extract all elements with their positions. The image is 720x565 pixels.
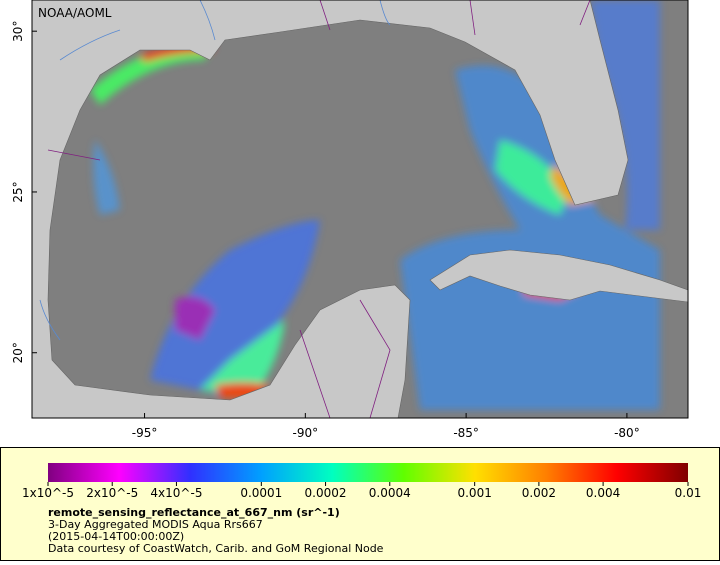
- lon-tick-label: -90°: [293, 426, 319, 440]
- colorbar-tick-label: 0.01: [675, 486, 702, 500]
- credit: NOAA/AOML: [38, 6, 112, 20]
- caption-line: 3-Day Aggregated MODIS Aqua Rrs667: [48, 518, 263, 531]
- lon-tick-label: -95°: [132, 426, 158, 440]
- caption-line: Data courtesy of CoastWatch, Carib. and …: [48, 542, 384, 555]
- colorbar-tick-label: 2x10^-5: [86, 486, 138, 500]
- colorbar-tick-label: 0.002: [522, 486, 556, 500]
- colorbar: [48, 463, 688, 482]
- lat-tick-label: 25°: [11, 181, 25, 202]
- borders: [47, 0, 591, 418]
- lat-tick-label: 20°: [11, 342, 25, 363]
- variable-name: remote_sensing_reflectance_at_667_nm (sr…: [48, 506, 340, 519]
- reflectance-field: [90, 0, 660, 411]
- lon-tick-label: -80°: [614, 426, 640, 440]
- land-cuba: [429, 249, 688, 303]
- colorbar-tick-label: 1x10^-5: [22, 486, 74, 500]
- colorbar-tick-label: 0.0002: [305, 486, 347, 500]
- map-area: [32, 0, 688, 418]
- colorbar-tick-label: 4x10^-5: [150, 486, 202, 500]
- map-frame: [31, 0, 689, 419]
- colorbar-tick-label: 0.004: [586, 486, 620, 500]
- colorbar-tick-label: 0.0004: [369, 486, 411, 500]
- colorbar-tick-label: 0.0001: [240, 486, 282, 500]
- lat-tick-label: 30°: [11, 21, 25, 42]
- rivers: [39, 0, 391, 341]
- caption-line: (2015-04-14T00:00:00Z): [48, 530, 184, 543]
- lon-tick-label: -85°: [453, 426, 479, 440]
- colorbar-tick-label: 0.001: [457, 486, 491, 500]
